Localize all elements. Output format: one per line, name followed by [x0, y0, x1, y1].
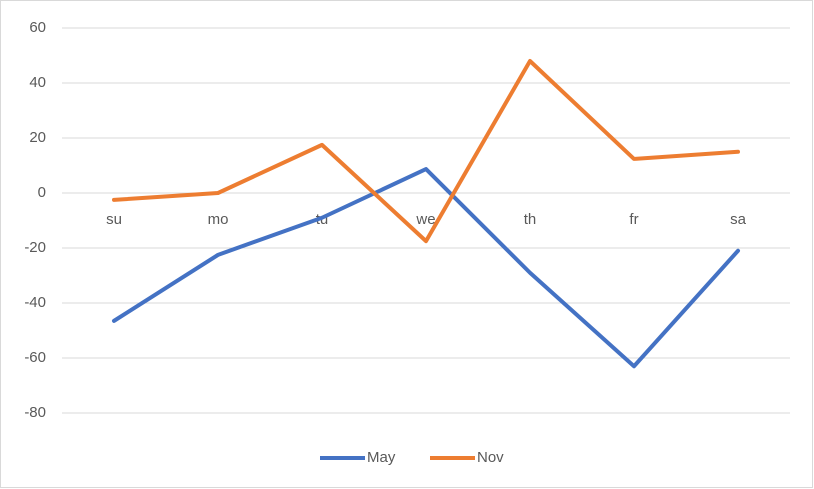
y-tick-label: -20 [24, 239, 46, 256]
x-tick-label: fr [629, 211, 638, 228]
x-tick-label: mo [208, 211, 229, 228]
y-tick-label: 40 [29, 74, 46, 91]
y-tick-label: -40 [24, 294, 46, 311]
y-tick-label: -60 [24, 349, 46, 366]
x-tick-label: sa [730, 211, 747, 228]
y-tick-label: 60 [29, 19, 46, 36]
x-tick-label: su [106, 211, 122, 228]
series-line [112, 167, 740, 369]
y-tick-label: 0 [38, 184, 46, 201]
legend-label: May [367, 449, 396, 466]
legend-label: Nov [477, 449, 504, 466]
x-tick-label: th [524, 211, 537, 228]
x-tick-label: we [415, 211, 435, 228]
y-tick-label: 20 [29, 129, 46, 146]
y-tick-label: -80 [24, 404, 46, 421]
series-line [112, 59, 740, 244]
